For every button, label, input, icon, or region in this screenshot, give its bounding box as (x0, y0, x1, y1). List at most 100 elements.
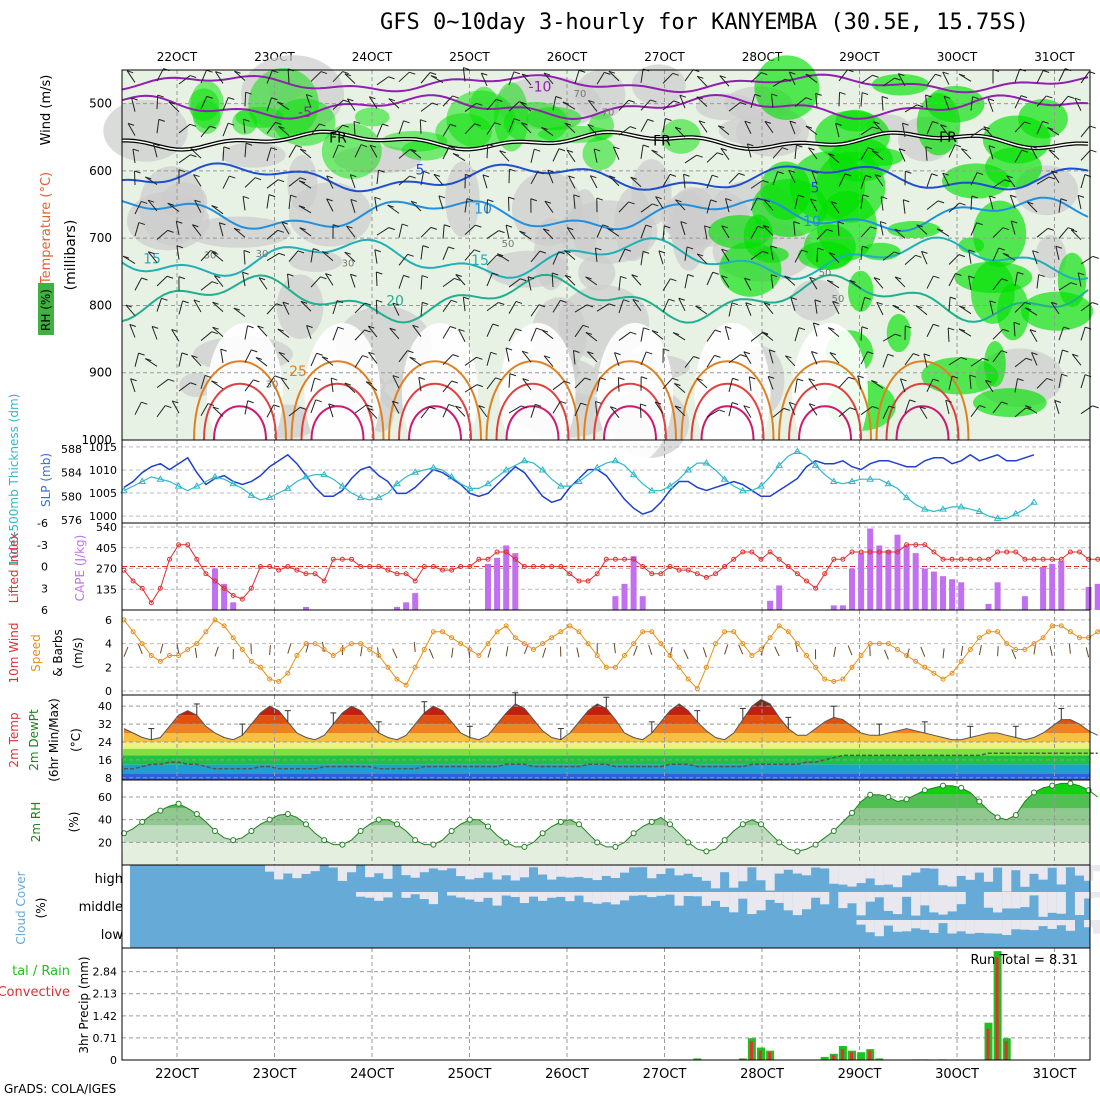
wind-barb (499, 150, 510, 162)
wind-barb (719, 75, 730, 87)
y-tick-rh: 40 (98, 814, 112, 827)
wind-barb (968, 249, 972, 264)
wind-barb-flag (360, 144, 368, 148)
wind-barb (353, 121, 356, 136)
wind-barb (988, 145, 994, 160)
wind-barb (706, 152, 718, 163)
wind-barb-flag (628, 201, 635, 205)
wind-barb-flag (960, 357, 968, 360)
wind-barb-flag (245, 91, 252, 95)
wind-barb-flag (630, 331, 637, 335)
ylabel-slp: SLP (mb) (39, 453, 53, 507)
wind-barb (763, 302, 774, 315)
wind-barb-flag (153, 143, 160, 147)
wind-barb-10m (1068, 643, 1071, 654)
wind-barb (904, 399, 911, 414)
lifted-index-point (831, 556, 837, 562)
wind-barb (857, 375, 862, 390)
lifted-index-point (167, 556, 172, 562)
wind-barb-flag (1092, 255, 1099, 259)
cloud-clear (547, 892, 557, 898)
wind-barb (640, 203, 653, 213)
wind-barb (325, 273, 334, 286)
wind-barb-flag (580, 402, 587, 406)
wind-barb (211, 205, 224, 215)
cloud-clear (874, 865, 884, 886)
cloud-clear (1056, 865, 1066, 885)
wind-barb-flag (872, 126, 879, 130)
cloud-clear (510, 892, 520, 898)
wind-barb (631, 274, 642, 286)
wind-barb-flag (193, 299, 201, 303)
wind-speed-point (376, 652, 382, 658)
wind-speed-point (549, 635, 555, 641)
wind-barb-flag (342, 124, 349, 128)
cloud-level-label: high (95, 872, 123, 887)
cape-bar (985, 603, 992, 610)
wind-barb-flag (210, 250, 217, 254)
wind-barb (288, 406, 301, 417)
wind-speed-point (740, 641, 746, 647)
wind-barb-flag (364, 302, 372, 306)
wind-barb-flag (527, 276, 535, 280)
wind-barb-flag (1078, 272, 1085, 276)
wind-barb (904, 353, 914, 366)
wind-barb (881, 96, 884, 111)
wind-barb-flag (641, 376, 648, 380)
wind-barb (674, 126, 686, 138)
wind-barb (266, 147, 272, 162)
wind-barb-flag (157, 94, 164, 98)
wind-barb (724, 326, 730, 341)
wind-barb (257, 325, 268, 337)
wind-barb (948, 357, 962, 366)
wind-barb (530, 250, 541, 263)
wind-barb-flag (672, 377, 679, 381)
wind-barb (156, 298, 162, 312)
wind-speed-point (139, 641, 145, 647)
wind-speed-point (1022, 647, 1028, 653)
cloud-level-label: low (101, 928, 124, 943)
wind-barb (330, 378, 334, 393)
ylabel-precip: 3hr Precip (mm) (77, 956, 91, 1053)
wind-barb (926, 200, 939, 210)
slp-marker (902, 493, 911, 501)
wind-barb (200, 250, 211, 262)
wind-barb (420, 72, 431, 84)
wind-barb (462, 297, 466, 312)
wind-barb (948, 144, 956, 158)
wind-barb-flag (1031, 352, 1038, 356)
wind-speed-point (858, 652, 864, 658)
wind-barb (191, 224, 202, 237)
wind-barb (948, 273, 956, 287)
wind-barb (805, 125, 818, 136)
slp-marker (666, 482, 674, 489)
rh-green-region (354, 107, 390, 127)
wind-barb-flag (543, 228, 550, 232)
rh-green-region (973, 388, 1047, 418)
wind-barb (728, 354, 741, 364)
x-tick-top: 22OCT (157, 50, 198, 64)
wind-barb (948, 376, 953, 390)
wind-barb-flag (810, 198, 817, 202)
wind-barb-flag (490, 351, 497, 355)
lifted-index-point (740, 549, 746, 555)
wind-barb-flag (129, 324, 136, 327)
wind-barb (696, 378, 708, 389)
wind-barb-flag (931, 173, 938, 177)
wind-speed-point (476, 652, 482, 658)
lifted-index-point (276, 567, 282, 573)
cloud-clear (1029, 920, 1039, 931)
precip-convective-bar (759, 1050, 762, 1060)
wind-barb-flag (430, 226, 438, 230)
wind-barb-flag (551, 272, 559, 276)
lifted-index-point (367, 564, 373, 569)
ylabel-wind10-b: Speed (29, 634, 43, 672)
wind-barb-flag (711, 174, 719, 178)
wind-barb-flag (793, 221, 800, 225)
wind-speed-point (785, 629, 791, 635)
wind-barb-flag (190, 148, 197, 152)
wind-barb-flag (420, 119, 427, 123)
lifted-index-point (594, 571, 600, 577)
wind-barb (750, 332, 763, 342)
wind-barb (784, 355, 796, 367)
